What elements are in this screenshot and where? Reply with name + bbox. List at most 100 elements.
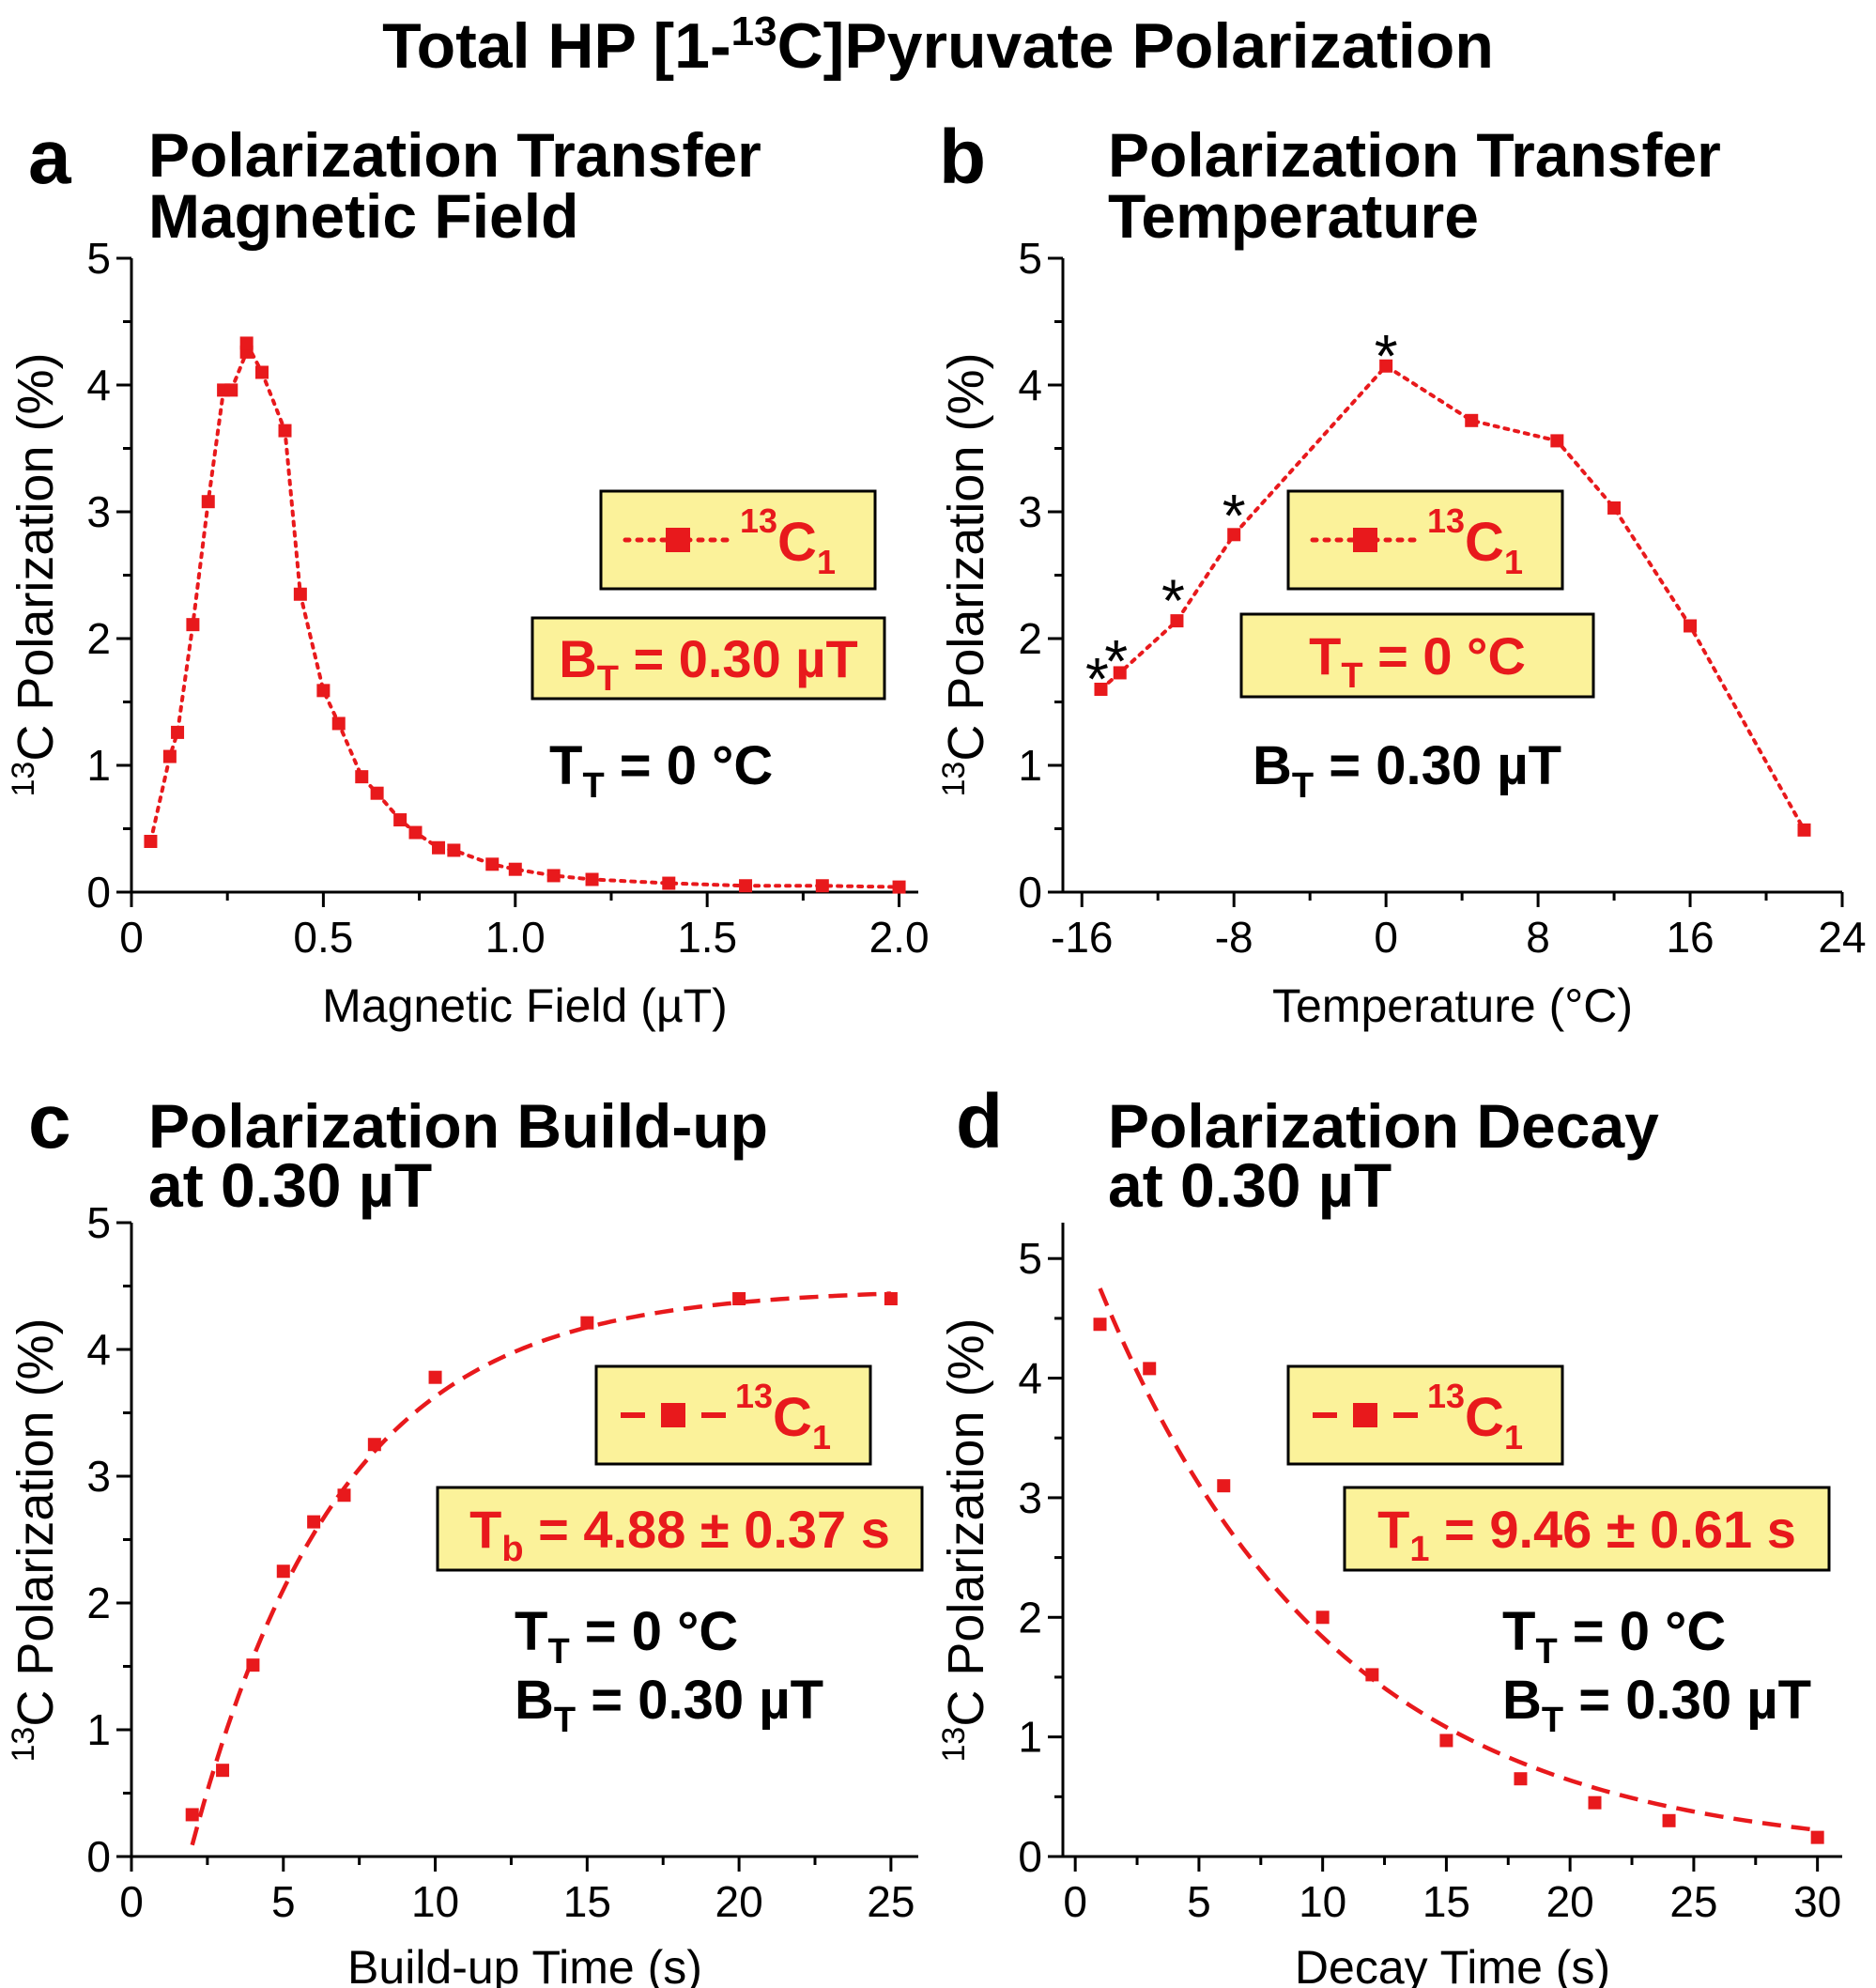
data-point — [1588, 1795, 1602, 1810]
x-tick-label: 10 — [1299, 1877, 1346, 1926]
y-tick-label: 3 — [1018, 1473, 1042, 1522]
data-point — [224, 383, 238, 397]
data-point — [508, 862, 522, 876]
data-point — [355, 770, 369, 784]
x-tick-label: 0 — [1063, 1877, 1087, 1926]
y-tick-label: 0 — [1018, 1832, 1042, 1881]
x-axis-label: Temperature (°C) — [1272, 979, 1633, 1032]
legend-box — [1286, 489, 1564, 591]
legend-marker — [1353, 528, 1377, 552]
legend: 13C1 — [594, 1364, 872, 1466]
condition-text: TT = 0 °C — [1502, 1601, 1726, 1672]
y-tick-label: 2 — [1018, 614, 1042, 663]
data-point — [1365, 1668, 1379, 1682]
data-point — [393, 813, 407, 827]
x-tick-label: -16 — [1051, 913, 1113, 962]
data-point — [1315, 1610, 1330, 1625]
significance-asterisk: * — [1375, 322, 1398, 390]
legend-marker — [661, 1403, 685, 1427]
fit-parameter-box — [436, 1486, 924, 1572]
panel-title-line: Temperature — [1108, 181, 1479, 251]
panel-title-line: Polarization Transfer — [148, 120, 761, 190]
data-point — [1227, 528, 1241, 542]
x-tick-label: 20 — [715, 1877, 763, 1926]
y-tick-label: 1 — [1018, 741, 1042, 790]
y-tick-label: 0 — [1018, 868, 1042, 917]
data-point — [316, 684, 331, 698]
legend-label: 13C1 — [735, 1377, 831, 1456]
x-tick-label: 15 — [1422, 1877, 1470, 1926]
panel-title-line: at 0.30 µT — [148, 1150, 432, 1220]
x-tick-label: 24 — [1818, 913, 1866, 962]
x-tick-label: 0 — [119, 1877, 144, 1926]
fit-parameter: Tb = 4.88 ± 0.37 s — [436, 1486, 924, 1572]
data-point — [239, 336, 254, 350]
fit-curve — [1098, 1287, 1818, 1833]
series-line — [1099, 363, 1807, 832]
fit-parameter-box — [531, 616, 886, 701]
significance-asterisk: * — [1222, 482, 1246, 549]
legend-marker — [1353, 1403, 1377, 1427]
data-point — [447, 843, 461, 857]
y-axis-label: 13C Polarization (%) — [936, 353, 994, 797]
panel-title-line: Magnetic Field — [148, 181, 578, 251]
data-point — [585, 872, 599, 886]
data-point — [216, 1764, 230, 1778]
data-point — [293, 587, 307, 601]
data-point — [1514, 1772, 1528, 1786]
x-tick-label: -8 — [1215, 913, 1253, 962]
fit-parameter: T1 = 9.46 ± 0.61 s — [1343, 1486, 1831, 1572]
series-line — [148, 342, 901, 889]
panel-title-line: Polarization Transfer — [1108, 120, 1721, 190]
legend-label: 13C1 — [740, 501, 836, 581]
data-point — [408, 825, 423, 840]
data-point — [884, 1292, 898, 1305]
panel-title-line: Polarization Decay — [1108, 1091, 1659, 1161]
data-point — [307, 1515, 321, 1529]
panel-letter: c — [28, 1079, 71, 1164]
fit-parameter-value: TT = 0 °C — [1309, 626, 1526, 696]
y-tick-label: 1 — [86, 1705, 111, 1754]
panel-title-line: at 0.30 µT — [1108, 1150, 1392, 1220]
data-point — [276, 1564, 290, 1579]
x-tick-label: 1.5 — [677, 913, 737, 962]
data-point — [1093, 1318, 1107, 1332]
figure-title: Total HP [1-13C]Pyruvate Polarization — [382, 8, 1494, 82]
x-tick-label: 8 — [1526, 913, 1550, 962]
data-point — [1094, 683, 1108, 696]
data-point — [1217, 1479, 1231, 1493]
data-point — [185, 1808, 199, 1822]
data-point — [892, 880, 906, 894]
fit-parameter-value: T1 = 9.46 ± 0.61 s — [1377, 1500, 1796, 1569]
data-point — [331, 717, 346, 731]
data-point — [1143, 1362, 1157, 1376]
data-point — [815, 879, 829, 893]
y-tick-label: 5 — [86, 1198, 111, 1247]
x-tick-label: 30 — [1793, 1877, 1841, 1926]
x-tick-label: 10 — [411, 1877, 459, 1926]
y-tick-label: 3 — [86, 1452, 111, 1501]
data-point — [1550, 434, 1564, 448]
y-tick-label: 4 — [86, 361, 111, 409]
y-tick-label: 2 — [1018, 1593, 1042, 1641]
x-tick-label: 20 — [1546, 1877, 1594, 1926]
x-tick-label: 0 — [1374, 913, 1398, 962]
x-tick-label: 1.0 — [485, 913, 546, 962]
legend-box — [1286, 1364, 1564, 1466]
significance-asterisk: * — [1161, 566, 1185, 634]
data-point — [1607, 501, 1622, 515]
data-point — [370, 786, 384, 800]
fit-parameter-value: Tb = 4.88 ± 0.37 s — [469, 1500, 890, 1569]
data-point — [428, 1370, 442, 1384]
legend-box — [599, 489, 877, 591]
legend: 13C1 — [1286, 489, 1564, 591]
significance-asterisk: * — [1104, 627, 1128, 695]
y-tick-label: 4 — [1018, 1354, 1042, 1403]
x-tick-label: 0 — [119, 913, 144, 962]
x-tick-label: 0.5 — [293, 913, 353, 962]
data-point — [278, 424, 292, 438]
